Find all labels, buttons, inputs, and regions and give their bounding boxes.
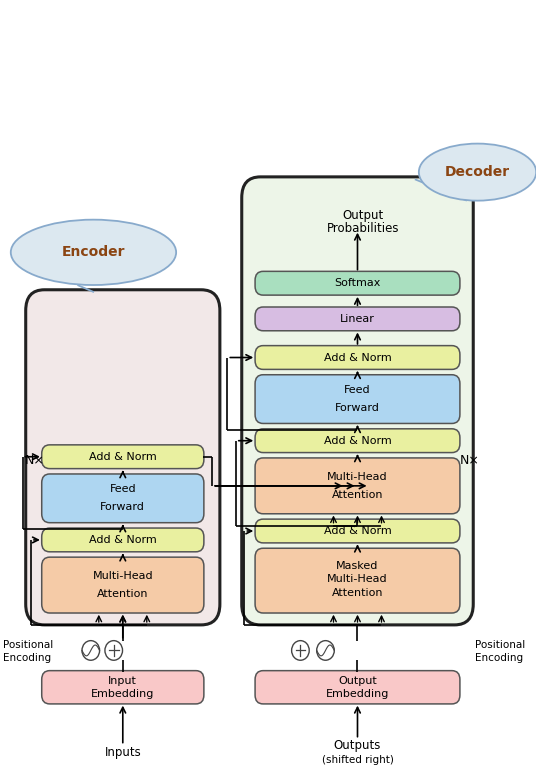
Text: Feed: Feed — [344, 385, 371, 395]
Text: Positional: Positional — [3, 640, 53, 650]
Text: Multi-Head: Multi-Head — [327, 472, 388, 482]
FancyBboxPatch shape — [255, 671, 460, 704]
Text: Outputs: Outputs — [334, 739, 381, 752]
FancyBboxPatch shape — [42, 557, 204, 613]
FancyBboxPatch shape — [42, 528, 204, 552]
Text: Multi-Head: Multi-Head — [93, 571, 153, 581]
Text: Encoding: Encoding — [475, 653, 523, 663]
Text: Add & Norm: Add & Norm — [324, 526, 391, 536]
Ellipse shape — [11, 219, 176, 285]
Ellipse shape — [419, 144, 536, 201]
Text: Decoder: Decoder — [445, 165, 510, 179]
FancyBboxPatch shape — [42, 445, 204, 468]
FancyBboxPatch shape — [255, 272, 460, 295]
Text: Add & Norm: Add & Norm — [324, 436, 391, 446]
Text: Masked: Masked — [337, 562, 379, 571]
FancyBboxPatch shape — [42, 474, 204, 523]
Text: Embedding: Embedding — [326, 689, 389, 699]
FancyBboxPatch shape — [242, 177, 473, 625]
Text: N×: N× — [25, 454, 45, 467]
Text: Attention: Attention — [332, 587, 383, 598]
Text: Inputs: Inputs — [104, 746, 141, 759]
Text: Add & Norm: Add & Norm — [89, 452, 157, 461]
FancyBboxPatch shape — [255, 375, 460, 423]
Text: Forward: Forward — [101, 503, 145, 512]
Text: Encoding: Encoding — [3, 653, 51, 663]
FancyBboxPatch shape — [255, 345, 460, 370]
Text: Forward: Forward — [335, 403, 380, 413]
FancyBboxPatch shape — [255, 429, 460, 453]
Text: Probabilities: Probabilities — [327, 222, 399, 235]
Text: Encoder: Encoder — [62, 245, 125, 259]
Text: Attention: Attention — [332, 490, 383, 499]
Text: Attention: Attention — [97, 589, 149, 599]
Text: Linear: Linear — [340, 314, 375, 324]
Text: Feed: Feed — [109, 485, 136, 494]
Text: Output: Output — [338, 676, 377, 686]
Text: Add & Norm: Add & Norm — [324, 352, 391, 363]
FancyBboxPatch shape — [26, 289, 220, 625]
Text: (shifted right): (shifted right) — [321, 755, 393, 765]
Text: Embedding: Embedding — [91, 689, 155, 699]
FancyBboxPatch shape — [255, 519, 460, 543]
Text: N×: N× — [459, 454, 479, 467]
Text: Output: Output — [342, 209, 384, 222]
Text: Input: Input — [108, 676, 137, 686]
Text: Add & Norm: Add & Norm — [89, 535, 157, 545]
FancyBboxPatch shape — [42, 671, 204, 704]
FancyBboxPatch shape — [255, 458, 460, 513]
Text: Softmax: Softmax — [334, 279, 381, 288]
FancyBboxPatch shape — [255, 548, 460, 613]
Text: Positional: Positional — [475, 640, 525, 650]
FancyBboxPatch shape — [255, 307, 460, 331]
Text: Multi-Head: Multi-Head — [327, 574, 388, 584]
